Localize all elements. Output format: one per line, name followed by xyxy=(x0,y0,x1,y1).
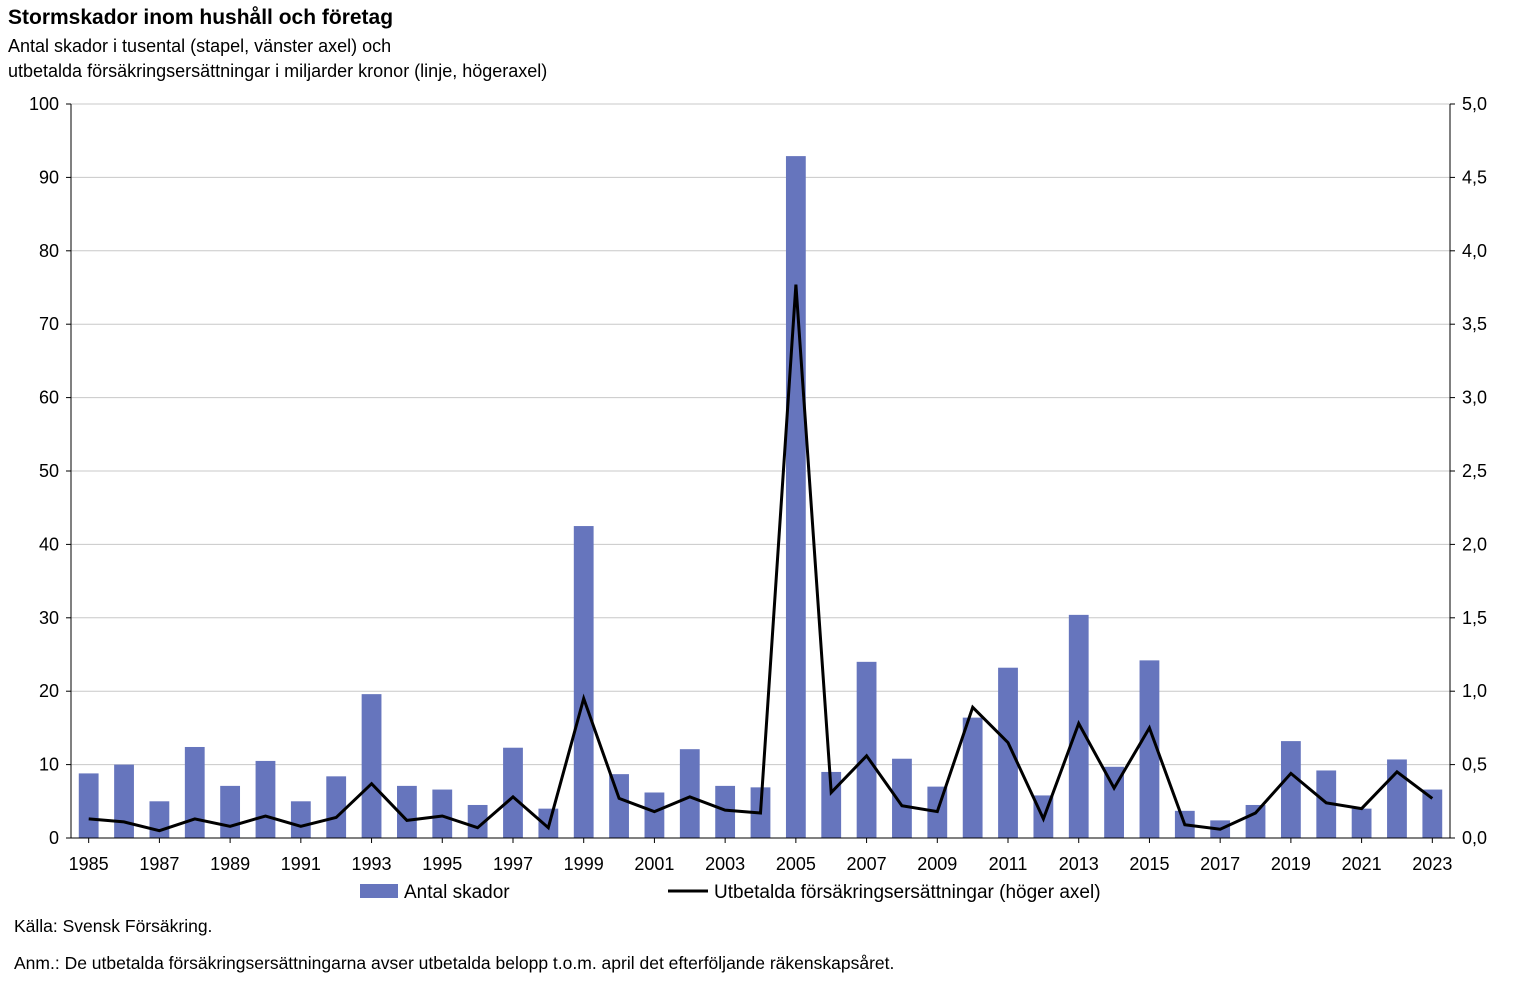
x-tick-label: 1993 xyxy=(352,854,392,874)
right-tick-label: 4,5 xyxy=(1462,167,1487,187)
x-tick-label: 2005 xyxy=(776,854,816,874)
footnote: Anm.: De utbetalda försäkringsersättning… xyxy=(14,953,895,973)
x-tick-label: 2015 xyxy=(1129,854,1169,874)
right-tick-label: 3,5 xyxy=(1462,314,1487,334)
x-tick-label: 1989 xyxy=(210,854,250,874)
x-tick-label: 2021 xyxy=(1342,854,1382,874)
right-axis-ticks: 0,0 0,5 1,0 1,5 2,0 2,5 3,0 3,5 4,0 4,5 5,0 xyxy=(1450,94,1487,848)
bar xyxy=(149,801,170,838)
legend: Antal skador Utbetalda försäkringsersätt… xyxy=(360,882,1101,903)
bar xyxy=(892,758,912,838)
x-tick-label: 1999 xyxy=(564,854,604,874)
bar xyxy=(114,764,134,838)
right-tick-label: 2,5 xyxy=(1462,461,1487,481)
legend-label-bar: Antal skador xyxy=(404,882,510,903)
x-tick-label: 2001 xyxy=(634,854,674,874)
x-tick-label: 1995 xyxy=(422,854,462,874)
left-tick-label: 80 xyxy=(39,241,59,261)
bar xyxy=(644,792,665,838)
right-tick-label: 0,0 xyxy=(1462,828,1487,848)
bar xyxy=(467,804,488,838)
left-tick-label: 40 xyxy=(39,534,59,554)
bar xyxy=(715,785,736,838)
right-tick-label: 3,0 xyxy=(1462,388,1487,408)
x-tick-label: 2003 xyxy=(705,854,745,874)
x-tick-label: 2023 xyxy=(1412,854,1452,874)
legend-label-line: Utbetalda försäkringsersättningar (höger… xyxy=(714,882,1101,903)
bar xyxy=(962,717,983,838)
left-tick-label: 50 xyxy=(39,461,59,481)
bar xyxy=(856,661,877,838)
left-tick-label: 10 xyxy=(39,755,59,775)
bar xyxy=(679,749,700,838)
gridlines xyxy=(71,103,1450,766)
bar xyxy=(609,774,629,838)
source-note: Källa: Svensk Försäkring. xyxy=(14,916,213,936)
x-axis-ticks: 1985 1987 1989 1991 1993 1995 1997 1999 2001 2003… xyxy=(69,838,1452,874)
bar xyxy=(998,667,1018,838)
left-tick-label: 20 xyxy=(39,681,59,701)
chart-subtitle-line2: utbetalda försäkringsersättningar i milj… xyxy=(8,61,548,81)
bar xyxy=(361,694,382,838)
bar xyxy=(255,760,276,838)
right-tick-label: 1,0 xyxy=(1462,681,1487,701)
left-tick-label: 100 xyxy=(29,94,59,114)
left-axis-ticks: 0 10 20 30 40 50 60 70 80 90 100 xyxy=(29,94,71,848)
bar xyxy=(1139,660,1160,838)
bar xyxy=(290,801,311,838)
x-tick-label: 2013 xyxy=(1059,854,1099,874)
right-tick-label: 5,0 xyxy=(1462,94,1487,114)
bar xyxy=(1104,766,1124,838)
x-tick-label: 2007 xyxy=(847,854,887,874)
bar xyxy=(503,747,523,838)
line-series xyxy=(88,284,1434,833)
x-tick-label: 2011 xyxy=(989,854,1028,874)
x-tick-label: 1985 xyxy=(69,854,109,874)
x-tick-label: 1997 xyxy=(493,854,533,874)
x-tick-label: 2019 xyxy=(1271,854,1311,874)
chart-plot: 0 10 20 30 40 50 60 70 80 90 100 0,0 0,5 1,0 1,5 2,0 2,… xyxy=(29,94,1487,903)
bar xyxy=(1280,741,1301,838)
right-tick-label: 4,0 xyxy=(1462,241,1487,261)
chart-title: Stormskador inom hushåll och företag xyxy=(8,6,394,29)
x-tick-label: 1991 xyxy=(281,854,321,874)
payout-line xyxy=(88,284,1434,833)
x-tick-label: 1987 xyxy=(139,854,179,874)
right-tick-label: 0,5 xyxy=(1462,755,1487,775)
left-tick-label: 70 xyxy=(39,314,59,334)
bar xyxy=(785,156,806,838)
right-tick-label: 1,5 xyxy=(1462,608,1487,628)
bar xyxy=(1245,804,1266,838)
bar xyxy=(1351,808,1372,838)
bar xyxy=(432,789,453,838)
bar xyxy=(397,785,417,838)
left-tick-label: 60 xyxy=(39,388,59,408)
bar xyxy=(220,785,241,838)
x-tick-label: 2009 xyxy=(917,854,957,874)
legend-swatch-bar xyxy=(360,884,398,898)
left-tick-label: 0 xyxy=(49,828,59,848)
bar-series xyxy=(78,156,1443,838)
bar xyxy=(184,746,205,838)
right-tick-label: 2,0 xyxy=(1462,534,1487,554)
x-tick-label: 2017 xyxy=(1200,854,1240,874)
bar xyxy=(1422,789,1443,838)
left-tick-label: 30 xyxy=(39,608,59,628)
bar xyxy=(326,776,347,838)
bar xyxy=(78,773,99,838)
chart-subtitle-line1: Antal skador i tusental (stapel, vänster… xyxy=(8,36,392,56)
left-tick-label: 90 xyxy=(39,167,59,187)
bar xyxy=(573,526,594,838)
